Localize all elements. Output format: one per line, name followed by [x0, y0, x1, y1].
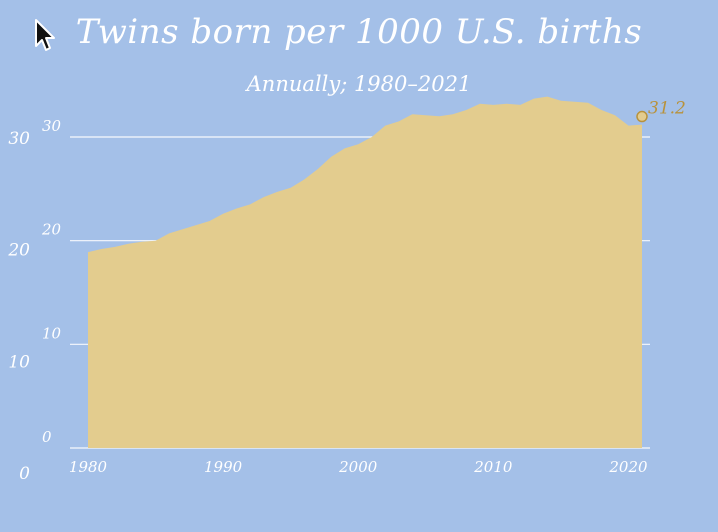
- x-tick-label: 1990: [204, 458, 243, 476]
- x-tick-label: 1980: [69, 458, 108, 476]
- x-tick-label: 2010: [473, 458, 513, 476]
- x-tick-label: 2020: [608, 458, 648, 476]
- y-tick-label: 30: [42, 117, 62, 135]
- y-axis-labels: 0 10 20 30: [41, 117, 62, 446]
- y-tick-label-outer: 20: [7, 241, 30, 261]
- chart-subtitle: Annually; 1980–2021: [246, 72, 472, 96]
- twins-area: [88, 96, 642, 448]
- y-tick-label: 0: [42, 428, 52, 446]
- y-tick-label-outer: 0: [19, 464, 30, 484]
- x-axis-labels: 1980 1990 2000 2010 2020: [69, 458, 648, 476]
- chart-title: Twins born per 1000 U.S. births: [75, 12, 643, 52]
- y-axis-labels-outer: 0 10 20 30: [7, 129, 30, 484]
- y-tick-label: 20: [41, 221, 62, 239]
- y-tick-label-outer: 30: [8, 129, 30, 149]
- end-marker-group: 31.2: [636, 99, 686, 123]
- x-tick-label: 2000: [338, 458, 378, 476]
- end-point-marker: [636, 110, 648, 123]
- y-tick-label: 10: [42, 324, 62, 342]
- y-tick-label-outer: 10: [8, 352, 30, 372]
- end-value-label: 31.2: [648, 99, 686, 119]
- mouse-cursor-icon: [35, 19, 55, 51]
